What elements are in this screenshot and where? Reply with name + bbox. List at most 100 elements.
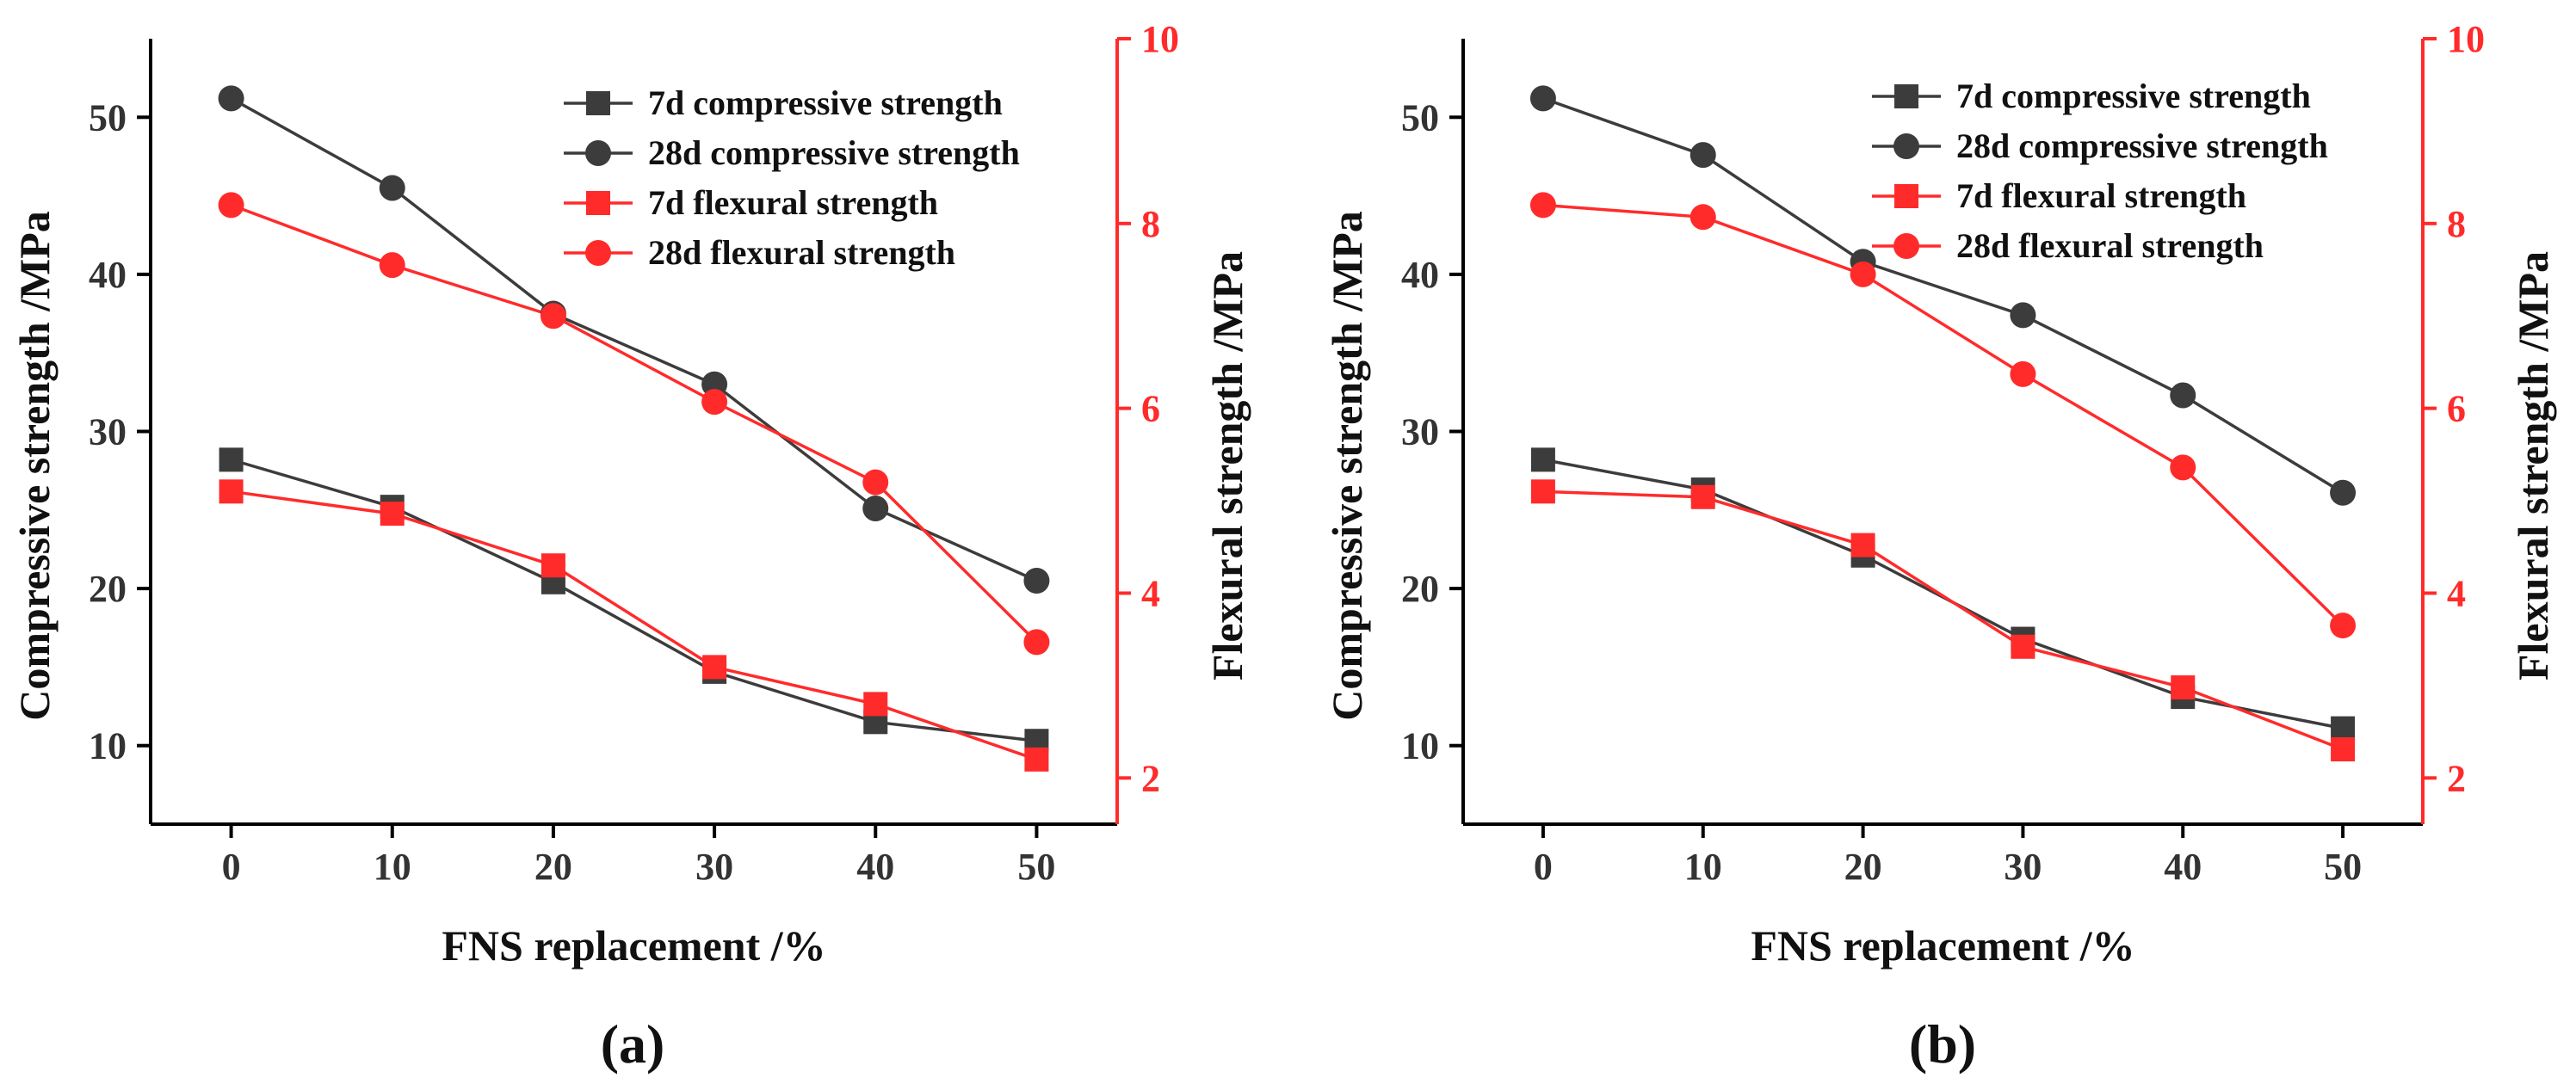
x-tick-label: 50 <box>2324 846 2362 888</box>
data-point <box>1850 261 1876 287</box>
data-point <box>2011 634 2035 659</box>
legend-entry: 28d compressive strength <box>1956 126 2328 165</box>
right-y-tick-label: 4 <box>2447 572 2466 614</box>
data-point <box>219 479 244 504</box>
data-point <box>1529 85 1556 112</box>
left-y-tick-label: 40 <box>89 254 127 296</box>
data-point <box>2170 382 2196 409</box>
data-point <box>863 692 888 717</box>
data-point <box>2330 613 2357 639</box>
x-tick-label: 50 <box>1017 846 1055 888</box>
x-tick-label: 10 <box>1684 846 1722 888</box>
series-line-28d-flexural-strength <box>230 203 1038 644</box>
legend-entry: 28d flexural strength <box>1956 226 2264 265</box>
data-point <box>218 192 244 219</box>
legend-marker <box>1894 184 1918 208</box>
data-point <box>1023 629 1050 656</box>
right-y-tick-label: 10 <box>1141 18 1179 60</box>
data-point <box>219 447 244 472</box>
legend-marker <box>585 240 611 266</box>
x-tick-label: 40 <box>2164 846 2202 888</box>
series-line-28d-flexural-strength <box>1542 203 2344 627</box>
right-y-tick-label: 6 <box>2447 388 2466 430</box>
legend-marker <box>1893 133 1919 159</box>
series-line-7d-flexural-strength <box>1542 490 2344 751</box>
x-tick-label: 40 <box>856 846 894 888</box>
panel-a-chart: 0 10 20 30 40 50 10 20 30 40 50 2 4 6 8 10 FNS replaceme… <box>10 18 1251 1075</box>
data-point <box>1690 484 1715 509</box>
legend-entry: 7d flexural strength <box>1956 176 2246 215</box>
left-y-tick-label: 30 <box>89 411 127 453</box>
data-point <box>701 389 728 416</box>
data-point <box>379 252 405 279</box>
series-line-7d-compressive-strength <box>231 458 1037 742</box>
left-y-axis-label: Compressive strength /MPa <box>1323 211 1371 721</box>
data-point <box>702 655 727 680</box>
data-point <box>862 469 889 496</box>
legend-marker <box>586 91 610 115</box>
legend-marker <box>585 140 611 166</box>
series-line-28d-compressive-strength <box>230 96 1038 582</box>
series-line-7d-flexural-strength <box>231 490 1037 761</box>
right-y-tick-label: 6 <box>1141 388 1160 430</box>
right-y-tick-label: 4 <box>1141 572 1160 614</box>
legend-entry: 28d flexural strength <box>648 233 955 272</box>
data-point <box>2170 454 2196 481</box>
data-point <box>1690 142 1716 169</box>
x-tick-label: 0 <box>1534 846 1553 888</box>
panel-b-chart: 0 10 20 30 40 50 10 20 30 40 50 2 4 6 8 10 FNS replaceme… <box>1323 18 2557 1075</box>
right-y-axis-label: Flexural strength /MPa <box>1203 251 1251 680</box>
data-point <box>1023 567 1050 594</box>
legend-entry: 7d compressive strength <box>1956 77 2311 115</box>
x-tick-label: 0 <box>222 846 241 888</box>
x-tick-label: 30 <box>695 846 733 888</box>
data-point <box>218 85 244 112</box>
left-y-tick-label: 20 <box>89 568 127 610</box>
data-point <box>1530 479 1555 504</box>
right-y-tick-label: 2 <box>2447 757 2466 799</box>
legend-entry: 7d compressive strength <box>648 83 1003 122</box>
left-y-tick-label: 30 <box>1401 411 1439 453</box>
right-y-tick-label: 8 <box>2447 203 2466 245</box>
data-point <box>862 495 889 521</box>
x-axis-label: FNS replacement /% <box>442 921 825 970</box>
right-y-axis-label: Flexural strength /MPa <box>2509 251 2557 680</box>
legend-entry: 28d compressive strength <box>648 133 1020 172</box>
left-y-tick-label: 50 <box>1401 96 1439 139</box>
panel-label: (a) <box>601 1013 665 1075</box>
data-point <box>1024 747 1049 772</box>
right-y-tick-label: 2 <box>1141 757 1160 799</box>
data-point <box>1530 447 1555 472</box>
left-y-tick-label: 40 <box>1401 254 1439 296</box>
series-line-7d-compressive-strength <box>1542 458 2344 730</box>
data-point <box>2171 675 2196 700</box>
panel-label: (b) <box>1909 1013 1976 1075</box>
x-axis-label: FNS replacement /% <box>1751 921 2134 970</box>
data-point <box>2010 360 2036 387</box>
right-y-tick-label: 8 <box>1141 203 1160 245</box>
left-y-tick-label: 10 <box>1401 725 1439 767</box>
left-y-tick-label: 10 <box>89 725 127 767</box>
legend-marker <box>1893 233 1919 259</box>
data-point <box>2330 479 2357 506</box>
legend-marker <box>1894 84 1918 108</box>
right-y-tick-label: 10 <box>2447 18 2485 60</box>
left-y-axis-label: Compressive strength /MPa <box>10 211 59 721</box>
x-tick-label: 30 <box>2004 846 2042 888</box>
legend-entry: 7d flexural strength <box>648 183 938 222</box>
data-point <box>2331 736 2356 761</box>
data-point <box>1850 533 1875 557</box>
data-point <box>1690 204 1716 231</box>
data-point <box>1529 192 1556 219</box>
x-tick-label: 20 <box>534 846 572 888</box>
series-line-28d-compressive-strength <box>1542 96 2344 495</box>
x-tick-label: 10 <box>374 846 411 888</box>
left-y-tick-label: 20 <box>1401 568 1439 610</box>
data-point <box>379 175 405 201</box>
data-point <box>2331 716 2356 741</box>
legend-marker <box>586 191 610 215</box>
x-tick-label: 20 <box>1844 846 1882 888</box>
data-point <box>2010 302 2036 329</box>
data-point <box>540 303 566 329</box>
